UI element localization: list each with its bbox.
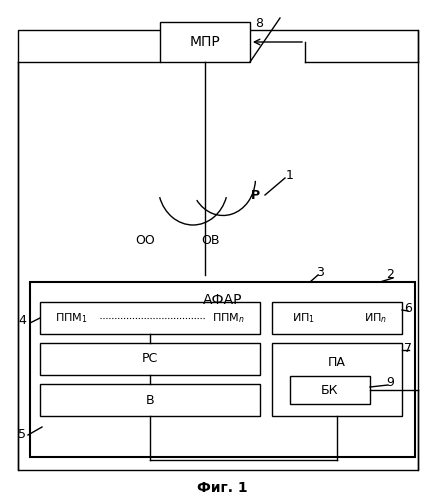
Text: ОВ: ОВ xyxy=(201,234,219,247)
Bar xyxy=(272,343,402,416)
Text: МПР: МПР xyxy=(190,35,220,49)
Bar xyxy=(30,282,415,457)
Text: Фиг. 1: Фиг. 1 xyxy=(197,481,247,495)
Text: ОО: ОО xyxy=(135,234,155,247)
Text: ПА: ПА xyxy=(328,356,346,369)
Text: 2: 2 xyxy=(386,268,394,281)
Text: РС: РС xyxy=(142,352,158,365)
Text: 4: 4 xyxy=(18,313,26,326)
Text: АФАР: АФАР xyxy=(203,293,242,307)
Text: В: В xyxy=(146,394,154,407)
Text: ППМ$_n$: ППМ$_n$ xyxy=(212,311,245,325)
Text: Р: Р xyxy=(251,189,259,202)
Text: 9: 9 xyxy=(386,376,394,389)
Text: ИП$_1$: ИП$_1$ xyxy=(292,311,315,325)
Text: БК: БК xyxy=(321,384,339,397)
Bar xyxy=(18,30,418,470)
Bar xyxy=(272,302,402,334)
Bar xyxy=(40,384,260,416)
Bar xyxy=(40,302,260,334)
Bar xyxy=(160,22,250,62)
Text: 1: 1 xyxy=(286,169,294,182)
Bar xyxy=(290,376,370,404)
Text: ППМ$_1$: ППМ$_1$ xyxy=(55,311,88,325)
Text: 7: 7 xyxy=(404,341,412,354)
Text: 3: 3 xyxy=(316,265,324,278)
Text: 5: 5 xyxy=(18,429,26,442)
Text: ИП$_n$: ИП$_n$ xyxy=(364,311,387,325)
Text: 8: 8 xyxy=(255,17,263,30)
Text: 6: 6 xyxy=(404,301,412,314)
Bar xyxy=(40,343,260,375)
